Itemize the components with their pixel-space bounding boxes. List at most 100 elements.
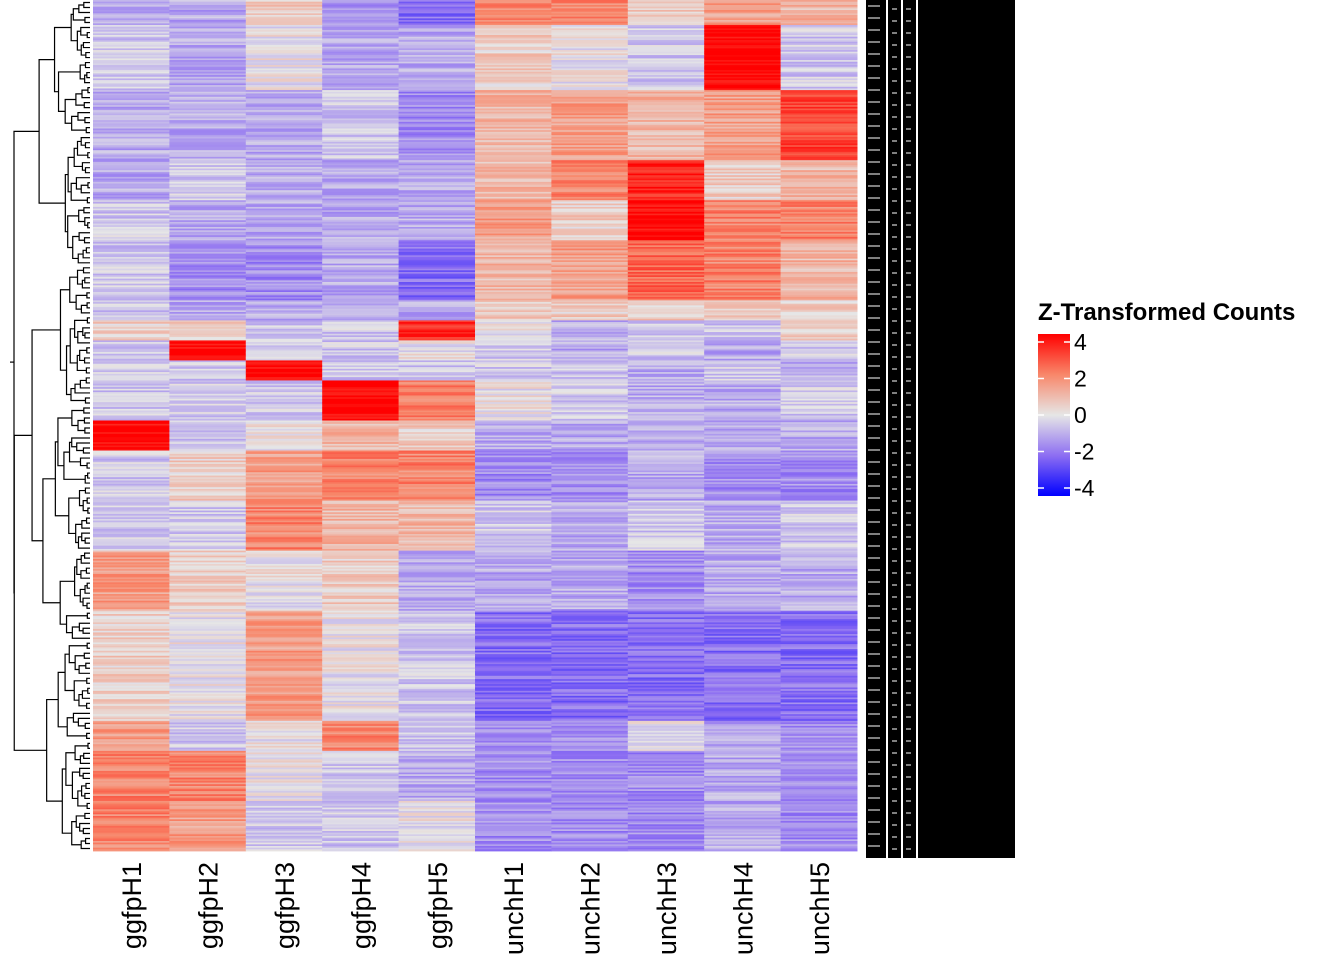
heatmap-cell [704, 430, 782, 433]
heatmap-cell [322, 672, 400, 675]
heatmap-cell [780, 123, 858, 126]
heatmap-cell [169, 318, 247, 321]
heatmap-cell [322, 337, 400, 340]
heatmap-cell [169, 180, 247, 183]
heatmap-cell [780, 717, 858, 720]
heatmap-cell [704, 735, 782, 738]
heatmap-cell [398, 775, 476, 778]
heatmap-cell [780, 340, 858, 343]
heatmap-cell [322, 585, 400, 588]
dendrogram-branch [79, 755, 90, 764]
heatmap-cell [93, 682, 170, 685]
heatmap-cell [398, 48, 476, 51]
heatmap-cell [93, 50, 170, 53]
heatmap-cell [627, 56, 705, 59]
heatmap-cell [169, 120, 247, 123]
heatmap-cell [704, 312, 782, 315]
heatmap-cell [627, 322, 705, 325]
heatmap-cell [475, 211, 552, 214]
heatmap-cell [627, 188, 705, 191]
heatmap-cell [245, 261, 323, 265]
heatmap-cell [704, 191, 782, 194]
heatmap-cell [475, 30, 552, 33]
heatmap-cell [627, 565, 705, 568]
dendrogram-branch [86, 702, 90, 709]
heatmap-cell [780, 457, 858, 460]
heatmap-cell [475, 545, 552, 548]
heatmap-cell [93, 323, 170, 326]
heatmap-cell [245, 485, 323, 488]
dendrogram-branch [82, 627, 90, 634]
heatmap-cell [627, 654, 705, 657]
dendrogram-branch [80, 304, 90, 314]
heatmap-cell [475, 393, 552, 396]
heatmap-cell [169, 483, 247, 486]
heatmap-cell [93, 320, 170, 323]
heatmap-cell [780, 732, 858, 735]
heatmap-cell [169, 210, 247, 213]
heatmap-cell [780, 75, 858, 78]
heatmap-cell [322, 574, 400, 577]
heatmap-cell [475, 442, 552, 445]
heatmap-cell [169, 352, 247, 355]
heatmap-cell [475, 1, 552, 4]
heatmap-cell [551, 375, 629, 378]
heatmap-cell [398, 397, 476, 400]
heatmap-cell [245, 637, 323, 640]
heatmap-cell [245, 390, 323, 393]
heatmap-cell [780, 448, 858, 451]
heatmap-cell [780, 293, 858, 296]
heatmap-cell [704, 153, 782, 156]
heatmap-cell [322, 750, 400, 753]
heatmap-cell [398, 607, 476, 610]
heatmap-cell [245, 607, 323, 610]
heatmap-cell [475, 290, 552, 293]
heatmap-cell [780, 58, 858, 61]
heatmap-cell [475, 679, 552, 682]
heatmap-cell [551, 178, 629, 181]
heatmap-cell [475, 715, 552, 718]
heatmap-cell [627, 595, 705, 598]
heatmap-cell [780, 56, 858, 59]
heatmap-cell [398, 13, 476, 16]
heatmap-cell [398, 287, 476, 290]
heatmap-cell [169, 13, 247, 16]
heatmap-cell [551, 198, 629, 201]
heatmap-cell [704, 393, 782, 396]
heatmap-cell [475, 153, 552, 156]
heatmap-cell [627, 297, 705, 300]
heatmap-cell [93, 585, 170, 588]
heatmap-cell [475, 51, 552, 54]
heatmap-cell [704, 577, 782, 580]
heatmap-cell [627, 16, 705, 19]
heatmap-cell [475, 235, 552, 238]
heatmap-cell [169, 432, 247, 435]
heatmap-cell [93, 577, 170, 580]
heatmap-cell [627, 333, 705, 336]
heatmap-cell [245, 739, 323, 742]
heatmap-cell [322, 65, 400, 68]
heatmap-cell [627, 80, 705, 83]
heatmap-cell [398, 503, 476, 506]
heatmap-cell [322, 123, 400, 126]
heatmap-cell [704, 196, 782, 199]
heatmap-cell [551, 342, 629, 345]
heatmap-cell [322, 432, 400, 435]
heatmap-cell [475, 435, 552, 438]
heatmap-cell [169, 266, 247, 270]
heatmap-cell [169, 744, 247, 747]
heatmap-cell [780, 500, 858, 503]
heatmap-cell [245, 150, 323, 153]
heatmap-cell [475, 335, 552, 338]
heatmap-cell [245, 687, 323, 690]
heatmap-cell [398, 223, 476, 226]
heatmap-cell [93, 230, 170, 233]
heatmap-cell [704, 450, 782, 453]
heatmap-cell [780, 517, 858, 520]
heatmap-cell [93, 735, 170, 738]
heatmap-cell [627, 278, 705, 281]
heatmap-cell [398, 620, 476, 623]
heatmap-cell [551, 802, 629, 805]
heatmap-cell [780, 338, 858, 341]
heatmap-cell [322, 205, 400, 208]
